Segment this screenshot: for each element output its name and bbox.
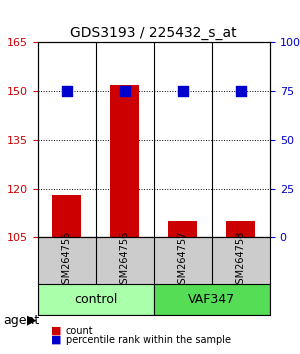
Text: GSM264758: GSM264758 <box>236 231 246 290</box>
Bar <box>110 85 139 237</box>
Point <box>238 88 243 94</box>
Text: VAF347: VAF347 <box>188 293 236 306</box>
Bar <box>226 221 256 237</box>
Text: ■: ■ <box>51 335 62 345</box>
Text: count: count <box>66 326 94 336</box>
Text: GSM264755: GSM264755 <box>61 231 72 290</box>
Text: control: control <box>74 293 117 306</box>
Point <box>122 88 127 94</box>
Point <box>64 88 69 94</box>
Text: GSM264756: GSM264756 <box>120 231 130 290</box>
Text: GSM264757: GSM264757 <box>178 231 188 290</box>
Text: percentile rank within the sample: percentile rank within the sample <box>66 335 231 345</box>
Bar <box>168 221 197 237</box>
Text: ■: ■ <box>51 326 62 336</box>
Text: agent: agent <box>3 314 39 327</box>
Text: ▶: ▶ <box>27 314 37 327</box>
Bar <box>52 195 81 237</box>
FancyBboxPatch shape <box>154 284 270 315</box>
Title: GDS3193 / 225432_s_at: GDS3193 / 225432_s_at <box>70 26 237 40</box>
FancyBboxPatch shape <box>38 284 154 315</box>
Point <box>180 88 185 94</box>
